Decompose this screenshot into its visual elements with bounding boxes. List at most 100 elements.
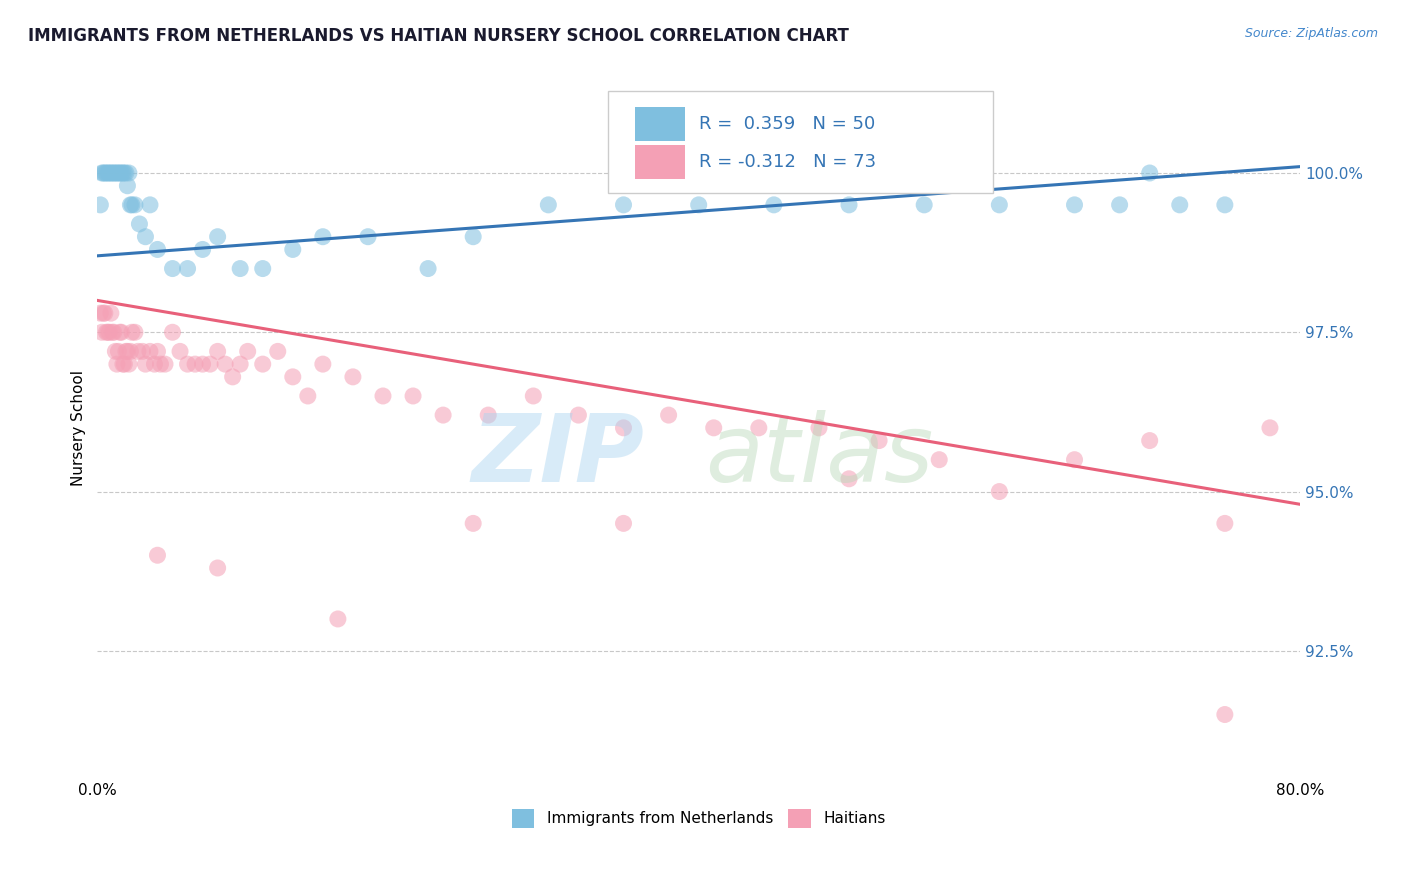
Point bbox=[221, 369, 243, 384]
Point bbox=[191, 357, 214, 371]
Point bbox=[326, 612, 349, 626]
Point bbox=[107, 344, 129, 359]
Point bbox=[108, 166, 131, 180]
Text: Source: ZipAtlas.com: Source: ZipAtlas.com bbox=[1244, 27, 1378, 40]
Point bbox=[110, 326, 132, 340]
Point bbox=[252, 261, 274, 276]
Point bbox=[128, 217, 150, 231]
Point bbox=[105, 166, 128, 180]
Point bbox=[612, 198, 634, 212]
Point bbox=[112, 357, 135, 371]
Point bbox=[111, 357, 134, 371]
Point bbox=[928, 452, 950, 467]
Point bbox=[236, 344, 259, 359]
Point bbox=[139, 344, 162, 359]
Point bbox=[868, 434, 890, 448]
Point bbox=[100, 306, 122, 320]
Point bbox=[477, 408, 499, 422]
Point bbox=[229, 357, 252, 371]
Point bbox=[112, 166, 135, 180]
Point bbox=[104, 344, 127, 359]
Point bbox=[162, 326, 184, 340]
FancyBboxPatch shape bbox=[609, 92, 993, 193]
Point bbox=[120, 198, 142, 212]
Point bbox=[807, 421, 830, 435]
Point bbox=[207, 561, 229, 575]
Point bbox=[658, 408, 681, 422]
Point bbox=[1139, 166, 1161, 180]
Bar bbox=[636, 107, 686, 141]
Point bbox=[1063, 452, 1085, 467]
Point bbox=[96, 326, 118, 340]
Point bbox=[703, 421, 725, 435]
Point bbox=[162, 261, 184, 276]
Point bbox=[214, 357, 236, 371]
Point bbox=[371, 389, 394, 403]
Point bbox=[312, 229, 335, 244]
Point bbox=[567, 408, 589, 422]
Point bbox=[612, 421, 634, 435]
Point bbox=[89, 306, 111, 320]
Point bbox=[762, 198, 785, 212]
Point bbox=[117, 344, 139, 359]
Point bbox=[111, 166, 134, 180]
Point bbox=[149, 357, 172, 371]
Point bbox=[988, 484, 1011, 499]
Bar bbox=[636, 145, 686, 179]
Point bbox=[207, 229, 229, 244]
Point bbox=[94, 306, 117, 320]
Text: R =  0.359   N = 50: R = 0.359 N = 50 bbox=[699, 115, 875, 133]
Text: R = -0.312   N = 73: R = -0.312 N = 73 bbox=[699, 153, 876, 171]
Point bbox=[267, 344, 290, 359]
Point bbox=[1213, 516, 1236, 531]
Point bbox=[121, 198, 143, 212]
Point bbox=[146, 243, 169, 257]
Point bbox=[198, 357, 221, 371]
Point bbox=[139, 198, 162, 212]
Point bbox=[748, 421, 770, 435]
Point bbox=[402, 389, 425, 403]
Point bbox=[537, 198, 560, 212]
Point bbox=[120, 344, 142, 359]
Point bbox=[357, 229, 380, 244]
Point bbox=[1108, 198, 1130, 212]
Point bbox=[103, 166, 125, 180]
Point bbox=[838, 198, 860, 212]
Point bbox=[838, 472, 860, 486]
Point bbox=[912, 198, 935, 212]
Point bbox=[118, 166, 141, 180]
Point bbox=[146, 548, 169, 562]
Point bbox=[416, 261, 439, 276]
Point bbox=[184, 357, 207, 371]
Y-axis label: Nursery School: Nursery School bbox=[72, 370, 86, 486]
Point bbox=[1213, 707, 1236, 722]
Point bbox=[134, 229, 156, 244]
Point bbox=[281, 369, 304, 384]
Point bbox=[108, 326, 131, 340]
Point bbox=[1139, 434, 1161, 448]
Point bbox=[1258, 421, 1281, 435]
Point bbox=[463, 229, 485, 244]
Point bbox=[97, 166, 120, 180]
Point bbox=[103, 326, 125, 340]
Point bbox=[143, 357, 166, 371]
Point bbox=[176, 261, 198, 276]
Point bbox=[96, 166, 118, 180]
Point bbox=[100, 166, 122, 180]
Point bbox=[342, 369, 364, 384]
Point bbox=[176, 357, 198, 371]
Point bbox=[134, 357, 156, 371]
Point bbox=[612, 516, 634, 531]
Point bbox=[127, 344, 149, 359]
Point bbox=[988, 198, 1011, 212]
Point bbox=[131, 344, 153, 359]
Point bbox=[432, 408, 454, 422]
Point bbox=[1063, 198, 1085, 212]
Point bbox=[117, 178, 139, 193]
Point bbox=[98, 166, 121, 180]
Point bbox=[124, 326, 146, 340]
Point bbox=[115, 166, 138, 180]
Point bbox=[97, 326, 120, 340]
Point bbox=[121, 326, 143, 340]
Point bbox=[90, 166, 112, 180]
